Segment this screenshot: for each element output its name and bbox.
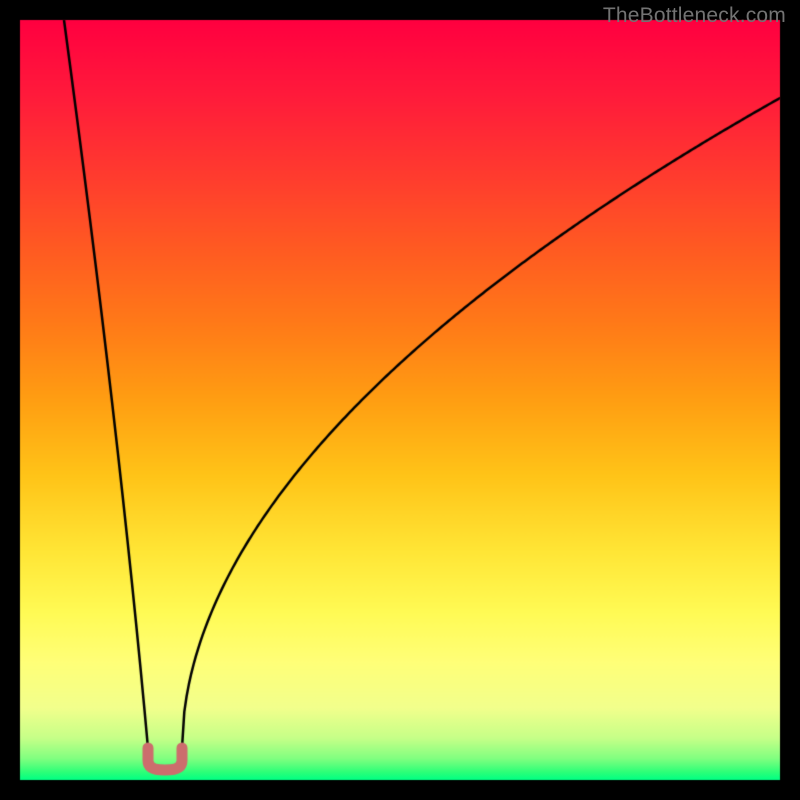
chart-stage: TheBottleneck.com — [0, 0, 800, 800]
watermark-text: TheBottleneck.com — [603, 4, 786, 28]
bottleneck-curve — [0, 0, 800, 800]
